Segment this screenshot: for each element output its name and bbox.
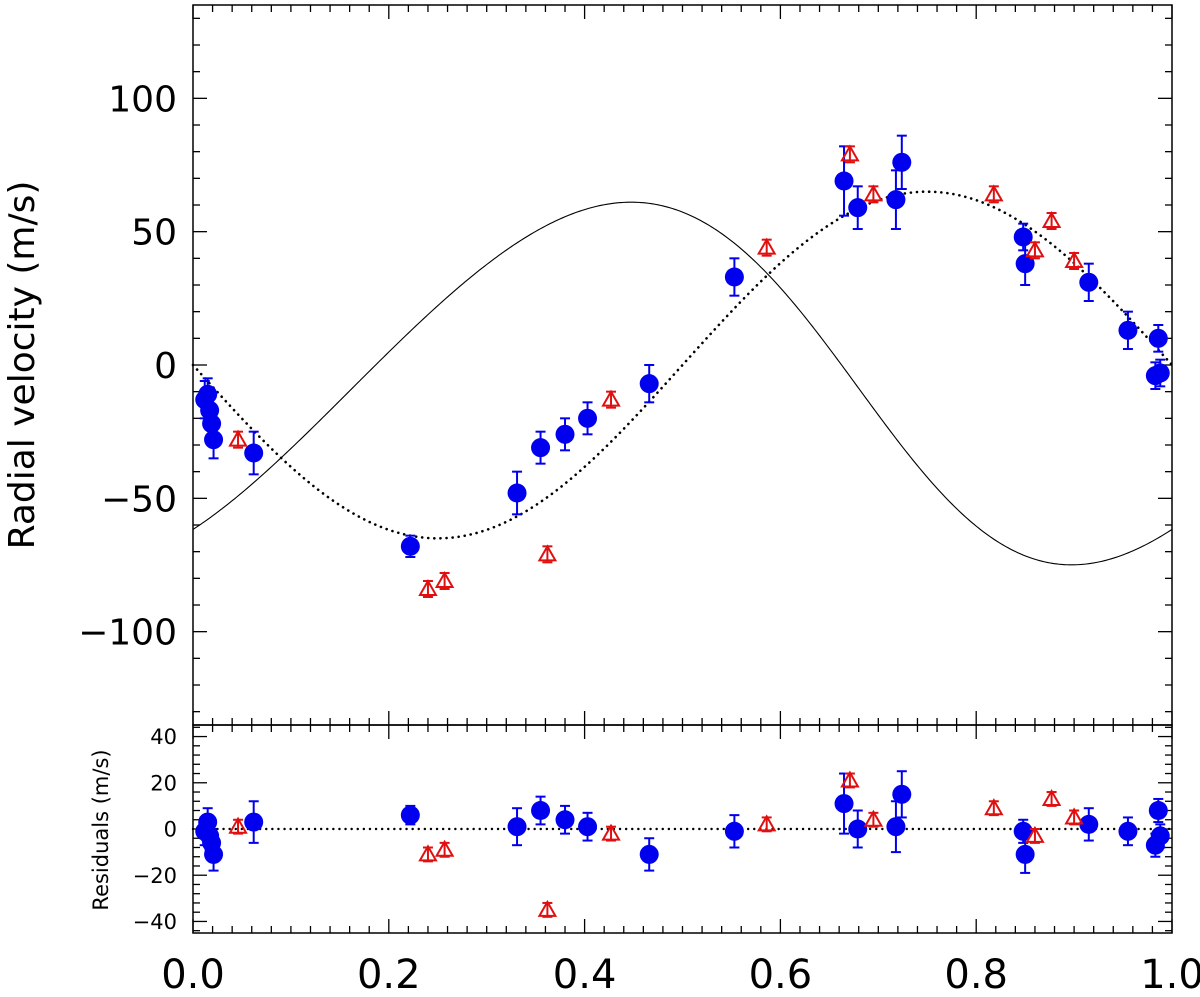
data-point-circle [1015,254,1035,274]
x-tick-label: 1.0 [1140,952,1200,992]
data-point-circle [1118,821,1138,841]
main-y-tick-label: −50 [101,479,177,520]
data-point-circle [834,794,854,814]
data-point-triangle [434,839,455,857]
data-point-triangle [984,798,1004,816]
data-point-triangle [840,144,860,162]
main-y-tick-label: −100 [78,613,177,654]
data-point-triangle [1064,807,1084,825]
data-point-circle [834,171,854,191]
data-point-triangle [840,770,860,788]
data-point-circle [1015,844,1035,864]
data-point-triangle [418,844,438,862]
data-point-circle [1150,826,1170,846]
data-point-circle [1118,320,1138,340]
data-point-circle [892,152,912,172]
data-point-triangle [984,184,1004,202]
data-point-triangle [537,544,558,562]
main-panel: 100 50 0 −50 −100 [78,4,1174,726]
data-point-circle [531,801,551,821]
data-point-circle [1013,227,1033,247]
data-point-circle [1079,272,1099,292]
data-point-triangle [1041,210,1062,228]
data-point-triangle [537,899,558,917]
data-point-circle [531,438,551,458]
main-y-tick-label: 50 [131,213,177,254]
data-point-triangle [1025,240,1045,258]
data-point-triangle [601,823,621,841]
data-point-triangle [228,816,248,834]
data-point-circle [848,819,868,839]
data-point-circle [507,817,527,837]
data-point-triangle [228,429,248,447]
data-point-circle [198,384,218,404]
data-point-circle [724,821,744,841]
data-point-triangle [863,184,884,202]
data-point-circle [886,190,906,210]
data-point-circle [204,430,224,450]
data-point-circle [578,817,598,837]
residuals-y-tick-label: −20 [133,864,177,888]
data-point-circle [639,844,659,864]
data-point-circle [886,817,906,837]
data-point-circle [724,267,744,287]
main-y-tick-label: 100 [108,79,177,120]
residuals-panel: 0.0 0.2 0.4 0.6 0.8 1.0 40 20 0 −20 −40 [133,724,1200,997]
data-point-circle [1148,801,1168,821]
data-point-triangle [1064,250,1084,268]
residuals-y-tick-label: 40 [150,725,177,749]
data-point-circle [204,844,224,864]
data-point-circle [1079,814,1099,834]
data-point-circle [892,784,912,804]
data-point-triangle [1041,788,1062,806]
data-point-triangle [756,237,777,255]
main-y-axis-label: Radial velocity (m/s) [2,181,43,550]
data-point-triangle [863,809,884,827]
data-point-circle [244,443,264,463]
data-point-circle [639,374,659,394]
data-point-circle [400,805,420,825]
x-tick-label: 0.8 [944,952,1008,992]
model-curve-dotted [191,190,1174,540]
main-y-tick-label: 0 [154,346,177,387]
data-point-circle [1150,363,1170,383]
data-point-circle [202,414,222,434]
x-tick-label: 0.4 [553,952,617,992]
x-tick-label: 0.6 [749,952,813,992]
data-point-triangle [756,814,777,832]
data-point-triangle [601,389,621,407]
x-tick-label: 0.0 [161,952,225,992]
data-point-triangle [418,578,438,596]
residuals-y-tick-label: 20 [150,771,177,795]
data-point-circle [400,536,420,556]
data-point-circle [555,810,575,830]
data-point-circle [555,424,575,444]
x-tick-label: 0.2 [357,952,421,992]
data-point-circle [578,408,598,428]
data-point-circle [848,198,868,218]
data-point-triangle [434,570,455,588]
data-point-triangle [1025,825,1045,843]
data-point-circle [507,483,527,503]
model-curve-solid [192,201,1173,566]
residuals-y-axis-label: Residuals (m/s) [89,749,113,910]
data-point-circle [244,812,264,832]
data-point-circle [1148,328,1168,348]
residuals-y-tick-label: 0 [164,818,177,842]
residuals-y-tick-label: −40 [133,910,177,934]
